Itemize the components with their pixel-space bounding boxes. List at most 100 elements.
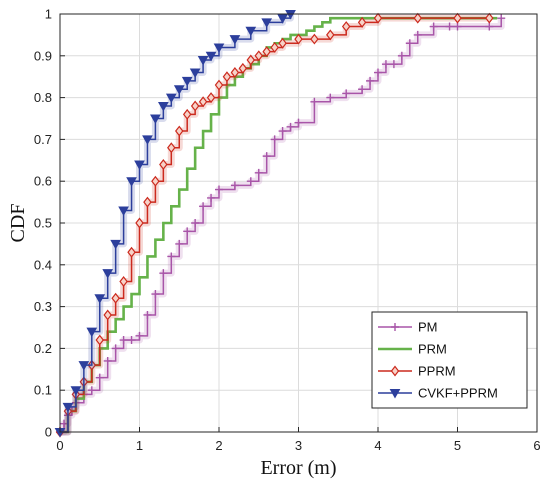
data-point (143, 196, 152, 208)
data-point (127, 246, 136, 258)
data-point (142, 135, 153, 145)
y-tick-label: 0.8 (34, 90, 52, 105)
data-point (134, 160, 145, 170)
data-point (453, 22, 462, 31)
legend-swatch-marker (391, 323, 399, 331)
y-tick-label: 1 (45, 7, 52, 22)
y-tick-label: 0.5 (34, 216, 52, 231)
data-point (374, 68, 382, 77)
data-point (254, 50, 264, 62)
data-point (110, 239, 122, 250)
data-point (373, 12, 383, 24)
data-point (87, 386, 96, 395)
data-point (381, 60, 390, 69)
data-point (278, 37, 287, 49)
data-point (173, 85, 185, 95)
data-point (445, 22, 454, 31)
data-point (165, 93, 177, 104)
data-point (286, 122, 295, 131)
data-point (357, 16, 367, 28)
data-point (207, 193, 216, 202)
legend-swatch-marker (389, 389, 401, 399)
y-tick-label: 0.2 (34, 341, 52, 356)
data-point (213, 43, 225, 53)
data-point (215, 185, 223, 194)
data-point (205, 51, 217, 62)
data-point (151, 290, 160, 299)
data-point (206, 92, 216, 104)
data-point (310, 97, 319, 106)
data-point (497, 14, 506, 23)
data-point (143, 310, 152, 319)
data-point (182, 108, 192, 120)
data-point (405, 39, 414, 48)
data-point (262, 152, 271, 161)
data-point (94, 294, 106, 304)
data-point (181, 76, 193, 87)
data-point (174, 125, 184, 137)
data-point (413, 30, 422, 39)
data-point (150, 114, 161, 125)
data-point (342, 89, 351, 98)
data-point (222, 71, 232, 83)
data-point (127, 336, 136, 345)
data-point (167, 252, 176, 261)
legend-label: PRM (418, 342, 447, 357)
data-point (254, 168, 263, 177)
data-point (119, 336, 128, 345)
data-point (246, 177, 255, 186)
x-tick-label: 3 (295, 438, 302, 453)
data-point (95, 373, 104, 382)
legend-label: PPRM (418, 364, 456, 379)
x-tick-label: 5 (454, 438, 461, 453)
data-point (294, 118, 303, 127)
data-point (397, 51, 406, 60)
legend-swatch-marker (390, 365, 400, 377)
data-point (326, 29, 335, 41)
legend-label: CVKF+PPRM (418, 386, 498, 401)
data-point (190, 100, 200, 112)
data-point (358, 85, 367, 94)
data-point (102, 269, 114, 279)
x-tick-label: 4 (374, 438, 381, 453)
y-tick-label: 0 (45, 425, 52, 440)
data-point (62, 402, 74, 413)
data-point (95, 334, 105, 346)
y-tick-label: 0.9 (34, 48, 52, 63)
data-point (270, 41, 279, 53)
data-point (111, 344, 120, 353)
x-axis-title: Error (m) (260, 457, 336, 479)
y-tick-label: 0.6 (34, 174, 52, 189)
data-point (326, 93, 335, 102)
data-point (453, 12, 462, 24)
data-point (413, 12, 423, 24)
data-point (118, 206, 129, 216)
data-point (135, 331, 144, 340)
data-point (261, 18, 273, 28)
y-tick-label: 0.4 (34, 257, 52, 272)
data-point (429, 22, 438, 31)
series-prm (60, 16, 498, 434)
series-line (60, 16, 498, 434)
data-point (246, 54, 256, 66)
data-point (198, 96, 208, 108)
data-point (111, 292, 120, 304)
data-point (229, 35, 241, 45)
data-point (310, 33, 319, 45)
data-point (238, 62, 248, 74)
data-point (119, 276, 128, 287)
data-point (167, 142, 176, 154)
x-tick-label: 1 (136, 438, 143, 453)
data-point (199, 202, 208, 211)
legend: PM PRM PPRM CVKF+PPRM (371, 311, 528, 409)
x-tick-label: 2 (215, 438, 222, 453)
y-tick-label: 0.1 (34, 383, 52, 398)
data-point (277, 14, 288, 24)
data-point (103, 309, 112, 321)
legend-item: CVKF+PPRM (378, 386, 498, 401)
legend-label: PM (418, 320, 438, 335)
data-point (78, 361, 90, 371)
data-point (389, 60, 398, 69)
